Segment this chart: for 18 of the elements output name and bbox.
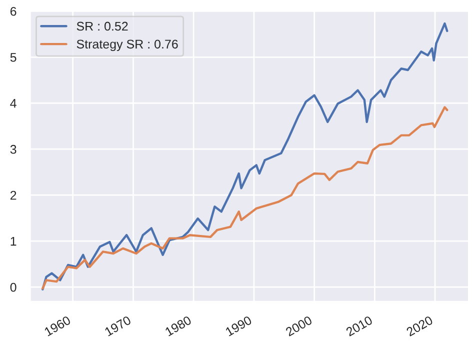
x-tick-label: 2010: [345, 316, 374, 337]
y-tick-label: 6: [10, 6, 16, 16]
y-tick-label: 0: [10, 282, 16, 292]
x-tick-label: 1970: [104, 316, 132, 336]
y-tick-label: 5: [10, 53, 16, 62]
x-tick-label: 1980: [164, 316, 192, 336]
x-tick-label: 2020: [406, 316, 434, 337]
y-tick-label: 3: [10, 144, 16, 154]
line-series: [42, 22, 448, 290]
x-tick-label: 2000: [285, 316, 313, 337]
x-tick-label: 1960: [44, 316, 72, 336]
legend-label: SR : 0.52: [76, 22, 128, 31]
line-series: [42, 106, 448, 290]
y-tick-label: 4: [10, 99, 16, 108]
y-tick-label: 1: [10, 237, 16, 246]
y-tick-label: 2: [10, 190, 16, 200]
x-tick-label: 1990: [225, 316, 252, 336]
legend-label: Strategy SR : 0.76: [76, 40, 178, 52]
